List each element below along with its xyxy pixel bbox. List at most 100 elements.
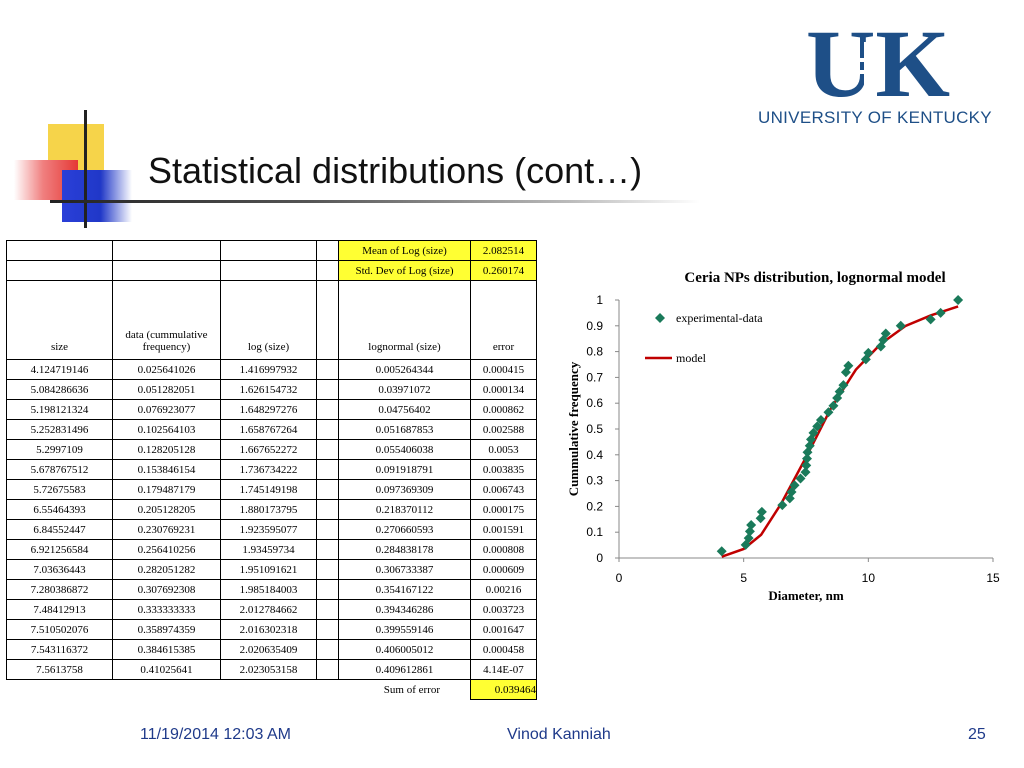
data-point <box>784 493 795 504</box>
data-point <box>838 380 849 391</box>
table-cell: 0.333333333 <box>112 599 221 620</box>
table-row: 6.921256584 0.256410256 1.93459734 0.284838… <box>6 539 537 560</box>
table-cell: 5.72675583 <box>6 479 113 500</box>
table-cell: 2.012784662 <box>220 599 317 620</box>
table-cell: 0.00216 <box>470 579 537 600</box>
table-cell: 0.003723 <box>470 599 537 620</box>
table-cell-blank <box>316 479 339 500</box>
table-cell: 0.358974359 <box>112 619 221 640</box>
table-row: 5.252831496 0.102564103 1.658767264 0.05168… <box>6 419 537 440</box>
data-point <box>834 386 845 397</box>
data-point <box>746 519 757 530</box>
table-cell: 1.985184003 <box>220 579 317 600</box>
table-cell: 7.48412913 <box>6 599 113 620</box>
table-cell: 1.93459734 <box>220 539 317 560</box>
table-row: 7.5613758 0.41025641 2.023053158 0.40961286… <box>6 659 537 680</box>
y-tick-label: 0.5 <box>586 422 603 436</box>
table-cell: 0.03971072 <box>338 379 471 400</box>
table-cell-blank <box>316 659 339 680</box>
table-cell: 2.020635409 <box>220 639 317 660</box>
x-tick-label: 5 <box>740 571 747 585</box>
tower-icon <box>858 42 878 94</box>
table-cell: 0.003835 <box>470 459 537 480</box>
table-cell: 7.280386872 <box>6 579 113 600</box>
x-tick-label: 10 <box>862 571 876 585</box>
table-row: 7.280386872 0.307692308 1.985184003 0.35416… <box>6 579 537 600</box>
table-cell: 0.218370112 <box>338 499 471 520</box>
decor-vertical-line <box>84 110 87 228</box>
table-cell: 0.000609 <box>470 559 537 580</box>
sum-label: Sum of error <box>383 683 440 696</box>
data-point <box>756 506 767 517</box>
table-cell: 7.03636443 <box>6 559 113 580</box>
table-cell: 0.409612861 <box>338 659 471 680</box>
table-cell: 0.000808 <box>470 539 537 560</box>
table-cell: 6.84552447 <box>6 519 113 540</box>
table-cell: 0.102564103 <box>112 419 221 440</box>
logo-subtitle: UNIVERSITY OF KENTUCKY <box>758 108 992 127</box>
table-cell: 0.0053 <box>470 439 537 460</box>
cumulative-frequency-chart: 00.10.20.30.40.50.60.70.80.910 5 10 15Diame… <box>566 293 1000 603</box>
table-cell: 0.394346286 <box>338 599 471 620</box>
x-axis-title: Diameter, nm <box>768 588 844 603</box>
table-cell: 0.005264344 <box>338 359 471 380</box>
table-cell-blank <box>316 639 339 660</box>
y-tick-label: 0.9 <box>586 319 603 333</box>
data-point <box>755 513 766 524</box>
table-cell: 0.051282051 <box>112 379 221 400</box>
table-cell-blank <box>316 419 339 440</box>
table-cell: 0.002588 <box>470 419 537 440</box>
data-point <box>808 427 819 438</box>
data-point <box>925 314 936 325</box>
table-cell: 0.406005012 <box>338 639 471 660</box>
table-cell-blank <box>316 359 339 380</box>
table-cell: 0.282051282 <box>112 559 221 580</box>
data-point <box>744 526 755 537</box>
table-cell: 0.354167122 <box>338 579 471 600</box>
table-row: 7.543116372 0.384615385 2.020635409 0.40600… <box>6 639 537 660</box>
data-point <box>823 407 834 418</box>
table-cell: 0.000862 <box>470 399 537 420</box>
page-number: 25 <box>968 726 986 743</box>
table-cell: 0.000415 <box>470 359 537 380</box>
table-cell: 0.270660593 <box>338 519 471 540</box>
data-point <box>878 334 889 345</box>
table-cell-blank <box>316 619 339 640</box>
table-cell: 1.745149198 <box>220 479 317 500</box>
data-point <box>863 347 874 358</box>
table-row: 4.124719146 0.025641026 1.416997932 0.00526… <box>6 359 537 380</box>
footer-author: Vinod Kanniah <box>507 726 611 743</box>
table-cell: 5.198121324 <box>6 399 113 420</box>
data-point <box>805 434 816 445</box>
table-cell: 5.2997109 <box>6 439 113 460</box>
table-cell: 2.023053158 <box>220 659 317 680</box>
data-point <box>801 460 812 471</box>
table-cell: 4.14E-07 <box>470 659 537 680</box>
y-tick-label: 1 <box>596 293 603 307</box>
col-header-blank <box>316 280 339 360</box>
table-cell: 1.626154732 <box>220 379 317 400</box>
table-cell-blank <box>316 519 339 540</box>
data-table: Mean of Log (size) 2.082514 Std. Dev of … <box>6 240 537 700</box>
table-cell-blank <box>316 499 339 520</box>
table-cell: 5.252831496 <box>6 419 113 440</box>
title-underline <box>50 200 700 203</box>
table-cell-empty <box>317 680 339 700</box>
table-cell-blank <box>316 579 339 600</box>
summary-row-std: Std. Dev of Log (size) 0.260174 <box>6 260 537 281</box>
table-cell-blank <box>316 559 339 580</box>
table-row: 5.2997109 0.128205128 1.667652272 0.0554060… <box>6 439 537 460</box>
table-cell: 6.921256584 <box>6 539 113 560</box>
data-point <box>716 546 727 557</box>
table-cell-blank <box>316 399 339 420</box>
table-cell: 1.736734222 <box>220 459 317 480</box>
table-cell-blank <box>316 439 339 460</box>
table-cell: 0.307692308 <box>112 579 221 600</box>
table-cell: 0.128205128 <box>112 439 221 460</box>
table-cell: 0.091918791 <box>338 459 471 480</box>
table-cell: 0.000134 <box>470 379 537 400</box>
y-tick-label: 0.1 <box>586 525 603 539</box>
table-cell: 1.880173795 <box>220 499 317 520</box>
table-cell: 0.076923077 <box>112 399 221 420</box>
table-cell: 0.000175 <box>470 499 537 520</box>
